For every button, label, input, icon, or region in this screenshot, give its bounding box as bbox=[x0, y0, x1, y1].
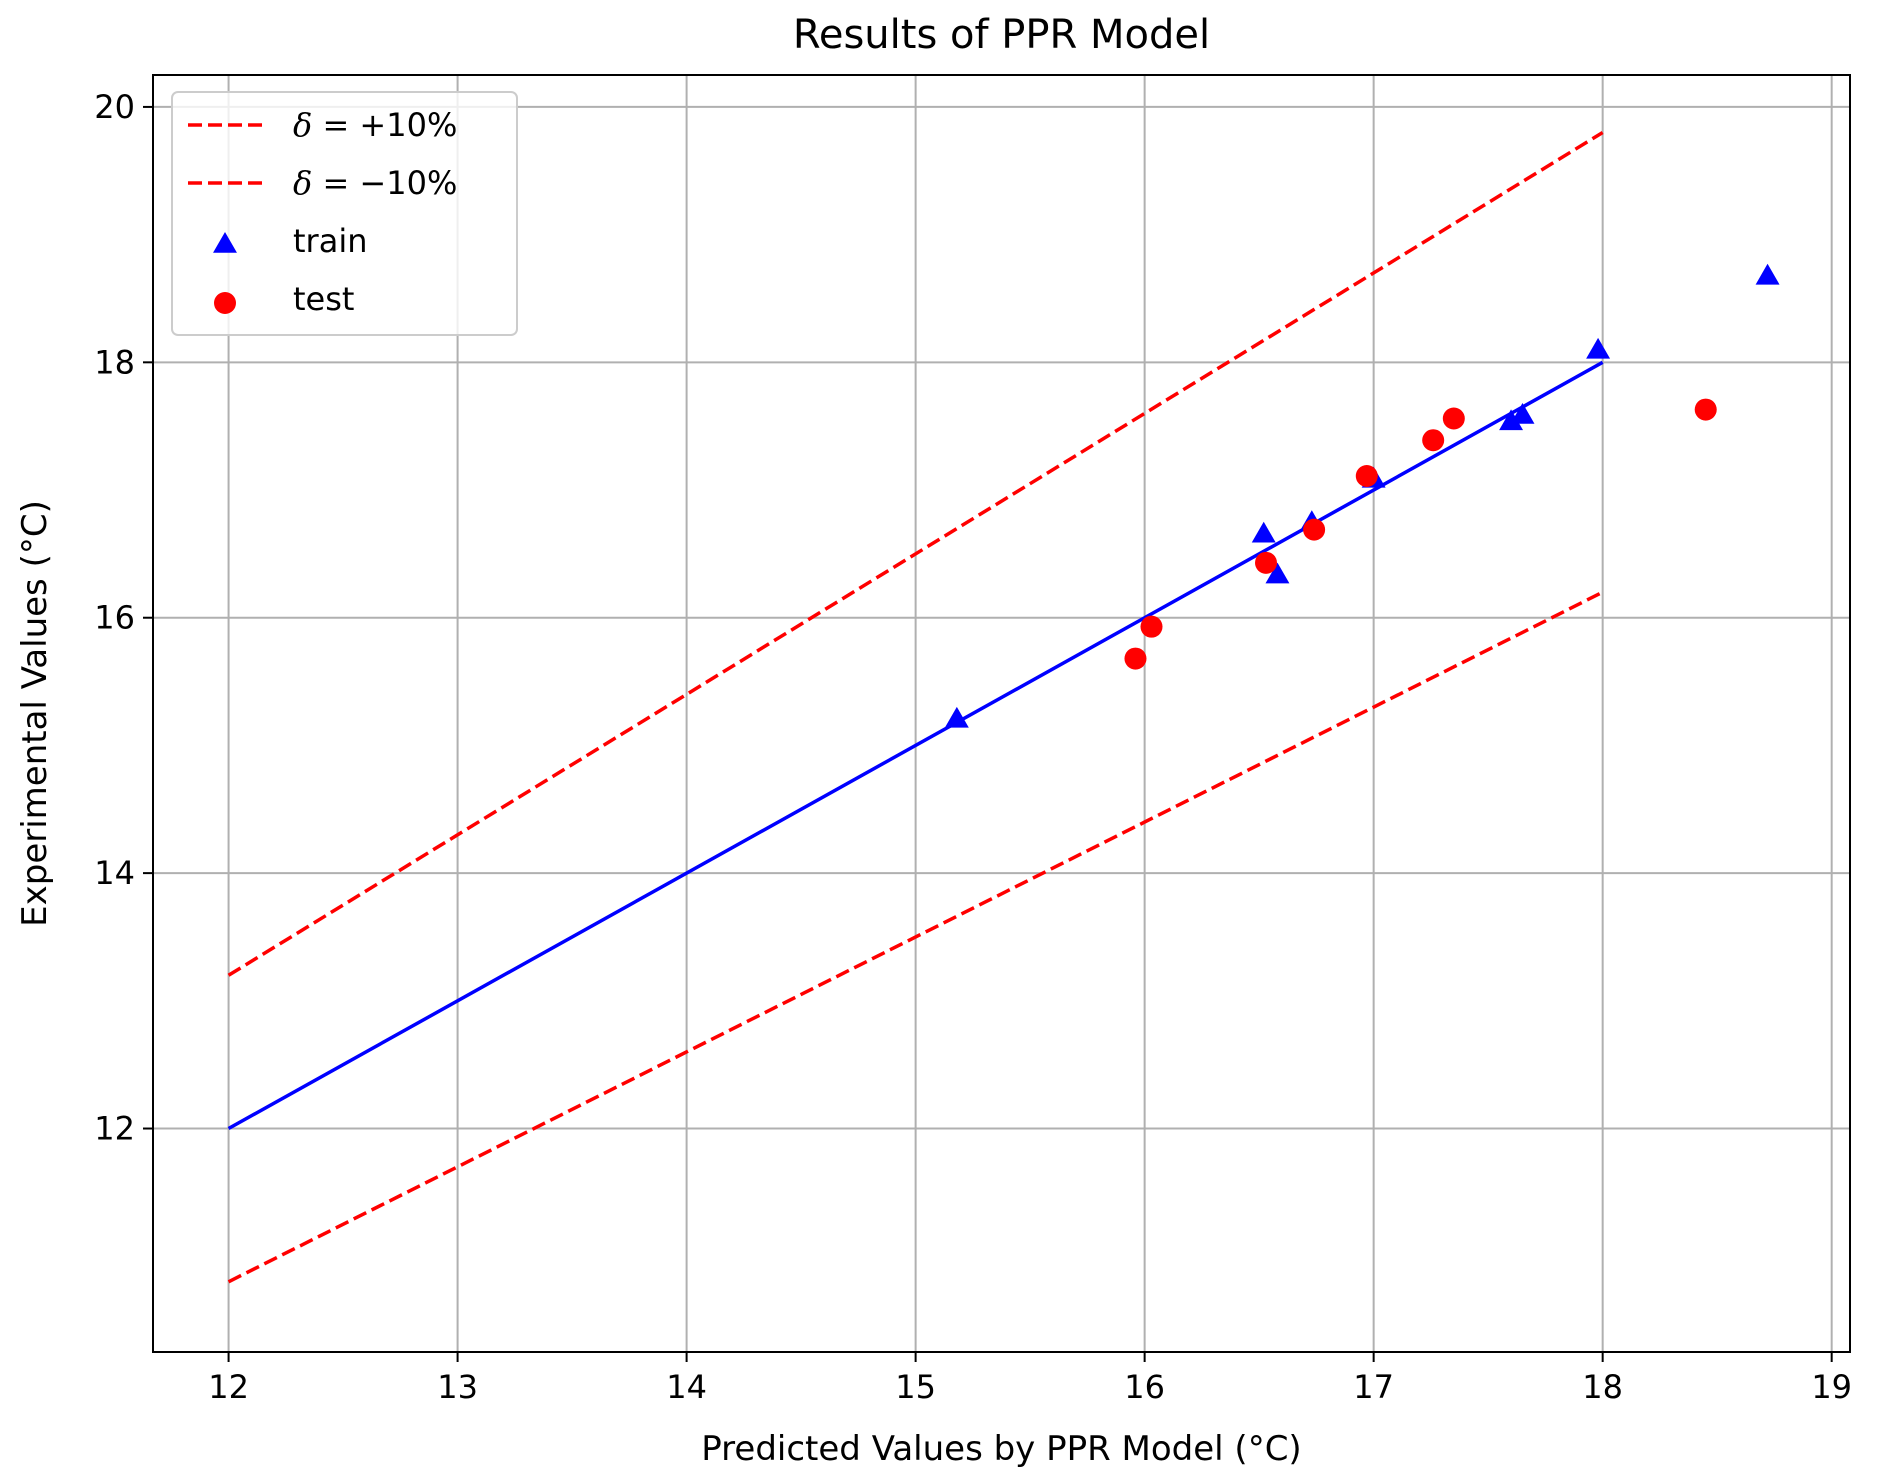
test-point bbox=[1124, 647, 1147, 670]
x-tick-label: 16 bbox=[1124, 1368, 1165, 1406]
test-point bbox=[1303, 518, 1326, 541]
x-tick-label: 19 bbox=[1811, 1368, 1852, 1406]
legend-train-marker bbox=[213, 232, 237, 253]
train-point bbox=[1586, 337, 1611, 359]
train-point bbox=[1499, 409, 1524, 431]
x-axis-label: Predicted Values by PPR Model (°C) bbox=[701, 1429, 1301, 1469]
y-tick-label: 12 bbox=[94, 1110, 135, 1148]
legend: δ = +10% δ = −10% train test bbox=[171, 91, 518, 336]
test-point bbox=[1694, 398, 1717, 421]
y-tick-label: 18 bbox=[94, 343, 135, 381]
test-point bbox=[1422, 429, 1445, 452]
data-points bbox=[944, 263, 1780, 728]
train-point bbox=[1755, 263, 1780, 285]
test-point bbox=[1442, 407, 1465, 430]
plot-frame bbox=[152, 74, 1851, 1353]
y-tick-label: 16 bbox=[94, 599, 135, 637]
y-tick-label: 14 bbox=[94, 854, 135, 892]
axis-ticks: 12 13 14 15 16 17 18 19 12 14 16 18 20 bbox=[94, 88, 1852, 1406]
train-point bbox=[1510, 402, 1535, 424]
test-point bbox=[1355, 464, 1378, 487]
ideal-line bbox=[227, 360, 1604, 1131]
legend-box bbox=[171, 91, 518, 336]
x-tick-label: 12 bbox=[208, 1368, 249, 1406]
train-point bbox=[1265, 562, 1290, 584]
legend-test-marker bbox=[214, 292, 236, 314]
legend-label: test bbox=[293, 280, 354, 318]
train-point bbox=[944, 706, 969, 728]
test-point bbox=[1140, 615, 1163, 638]
chart-title: Results of PPR Model bbox=[793, 12, 1210, 58]
grid bbox=[153, 75, 1850, 1352]
legend-label: δ = −10% bbox=[293, 164, 457, 202]
x-tick-label: 17 bbox=[1353, 1368, 1394, 1406]
bound-line bbox=[227, 130, 1604, 977]
x-tick-label: 13 bbox=[437, 1368, 478, 1406]
y-axis-label: Experimental Values (°C) bbox=[15, 500, 55, 927]
legend-label: δ = +10% bbox=[293, 106, 457, 144]
y-tick-label: 20 bbox=[94, 88, 135, 126]
legend-label: train bbox=[293, 222, 367, 260]
test-point bbox=[1255, 551, 1278, 574]
bound-line bbox=[227, 590, 1604, 1284]
x-tick-label: 18 bbox=[1582, 1368, 1623, 1406]
train-point bbox=[1251, 521, 1276, 543]
x-tick-label: 15 bbox=[895, 1368, 936, 1406]
x-tick-label: 14 bbox=[666, 1368, 707, 1406]
reference-lines bbox=[227, 130, 1604, 1284]
